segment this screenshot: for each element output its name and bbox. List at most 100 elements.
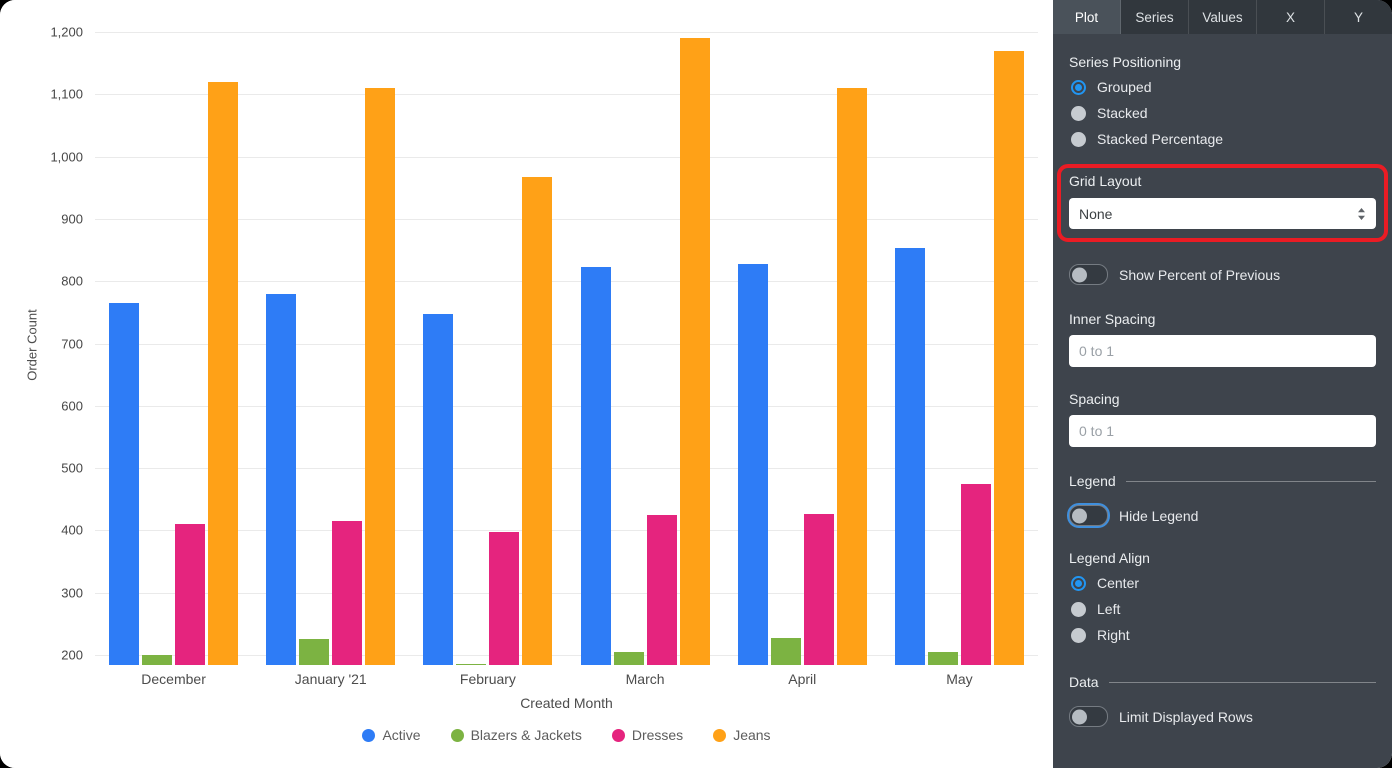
bar-active-march[interactable]	[580, 266, 611, 665]
series-positioning-option-stacked[interactable]: Stacked	[1069, 100, 1376, 126]
bar-blazers-jackets-january-21[interactable]	[299, 639, 330, 665]
series-positioning-option-grouped[interactable]: Grouped	[1069, 74, 1376, 100]
series-positioning-option-label: Stacked	[1097, 105, 1148, 121]
bar-active-january-21[interactable]	[266, 293, 297, 665]
spacing-input[interactable]	[1069, 415, 1376, 447]
gridline	[95, 218, 1038, 220]
toggle-knob	[1072, 508, 1087, 523]
legend-dot	[713, 728, 727, 742]
bar-groups	[95, 32, 1038, 665]
series-positioning-label: Series Positioning	[1069, 54, 1182, 70]
legend-align-option-center[interactable]: Center	[1069, 570, 1376, 596]
tab-x[interactable]: X	[1257, 0, 1325, 34]
bar-dresses-january-21[interactable]	[332, 521, 363, 665]
bar-dresses-december[interactable]	[175, 524, 206, 665]
tab-values[interactable]: Values	[1189, 0, 1257, 34]
hide-legend-toggle[interactable]	[1069, 505, 1108, 526]
section-divider	[1108, 681, 1376, 683]
bar-group-march	[567, 32, 724, 665]
radio-icon	[1071, 131, 1086, 147]
show-percent-toggle[interactable]	[1069, 264, 1108, 285]
gridline	[95, 94, 1038, 96]
bar-jeans-april[interactable]	[836, 88, 867, 665]
data-section-label: Data	[1069, 674, 1099, 690]
bar-jeans-december[interactable]	[208, 81, 239, 665]
bar-blazers-jackets-december[interactable]	[142, 655, 173, 665]
bar-active-february[interactable]	[423, 313, 454, 665]
legend-item-blazers-jackets[interactable]: Blazers & Jackets	[450, 727, 582, 743]
gridlines-layer	[95, 32, 1038, 665]
limit-rows-row: Limit Displayed Rows	[1069, 706, 1376, 727]
gridline	[95, 405, 1038, 407]
grid-layout-label: Grid Layout	[1069, 173, 1142, 189]
limit-displayed-rows-toggle[interactable]	[1069, 706, 1108, 727]
bar-active-april[interactable]	[737, 263, 768, 665]
series-positioning-option-label: Grouped	[1097, 79, 1152, 95]
y-tick-label: 200	[61, 647, 83, 663]
legend-item-active[interactable]: Active	[362, 727, 421, 743]
bar-blazers-jackets-march[interactable]	[613, 651, 644, 665]
bar-dresses-april[interactable]	[803, 513, 834, 665]
y-tick-label: 600	[61, 398, 83, 414]
bar-blazers-jackets-february[interactable]	[456, 664, 487, 665]
y-tick-label: 1,000	[50, 149, 83, 165]
y-tick-label: 500	[61, 460, 83, 476]
legend-dot	[362, 728, 376, 742]
tab-series[interactable]: Series	[1121, 0, 1189, 34]
bar-group-february	[409, 32, 566, 665]
bar-dresses-may[interactable]	[960, 483, 991, 665]
tab-plot[interactable]: Plot	[1053, 0, 1121, 34]
series-positioning-option-stacked-percentage[interactable]: Stacked Percentage	[1069, 126, 1376, 152]
legend-item-jeans[interactable]: Jeans	[713, 727, 771, 743]
x-category-label-may: May	[946, 671, 973, 687]
bar-group-december	[95, 32, 252, 665]
grid-layout-select[interactable]: None	[1069, 198, 1376, 229]
y-tick-label: 900	[61, 211, 83, 227]
chart-legend: Active Blazers & Jackets Dresses Jeans	[95, 727, 1038, 743]
gridline	[95, 592, 1038, 594]
legend-item-dresses[interactable]: Dresses	[611, 727, 683, 743]
bar-jeans-may[interactable]	[993, 50, 1024, 665]
y-tick-label: 700	[61, 336, 83, 352]
y-tick-label: 1,100	[50, 86, 83, 102]
bar-dresses-march[interactable]	[646, 514, 677, 665]
inner-spacing-input[interactable]	[1069, 335, 1376, 367]
legend-align-option-label: Right	[1097, 627, 1130, 643]
bar-jeans-february[interactable]	[522, 177, 553, 665]
legend-align-option-label: Center	[1097, 575, 1140, 591]
data-section-header: Data	[1069, 674, 1376, 690]
legend-dot	[450, 728, 464, 742]
y-tick-label: 300	[61, 585, 83, 601]
bar-blazers-jackets-april[interactable]	[770, 637, 801, 665]
select-updown-arrows-icon	[1357, 207, 1366, 221]
legend-label: Blazers & Jackets	[470, 727, 582, 743]
bar-active-may[interactable]	[894, 248, 925, 665]
bar-blazers-jackets-may[interactable]	[927, 651, 958, 665]
legend-section-label: Legend	[1069, 473, 1116, 489]
y-tick-label: 1,200	[50, 24, 83, 40]
grid-layout-selected-value: None	[1079, 205, 1113, 222]
tab-y[interactable]: Y	[1353, 9, 1363, 25]
bar-active-december[interactable]	[109, 303, 140, 665]
x-category-label-april: April	[788, 671, 817, 687]
hide-legend-row: Hide Legend	[1069, 505, 1376, 526]
bar-dresses-february[interactable]	[489, 532, 520, 665]
section-divider	[1125, 480, 1376, 482]
panel-body: Series Positioning Grouped Stacked Stacked…	[1053, 34, 1392, 768]
gridline	[95, 530, 1038, 532]
bar-jeans-march[interactable]	[679, 38, 710, 665]
panel-tabs: Plot Series Values X Y	[1053, 0, 1392, 34]
bar-jeans-january-21[interactable]	[365, 88, 396, 665]
y-tick-label: 800	[61, 273, 83, 289]
legend-align-option-right[interactable]: Right	[1069, 622, 1376, 648]
legend-align-option-left[interactable]: Left	[1069, 596, 1376, 622]
legend-label: Active	[382, 727, 421, 743]
series-positioning-radio-group: Grouped Stacked Stacked Percentage	[1069, 74, 1376, 152]
y-axis-title: Order Count	[24, 309, 40, 381]
gridline	[95, 156, 1038, 158]
legend-dot	[611, 728, 625, 742]
series-positioning-option-label: Stacked Percentage	[1097, 131, 1224, 147]
toggle-knob	[1072, 267, 1087, 282]
gridline	[95, 468, 1038, 470]
